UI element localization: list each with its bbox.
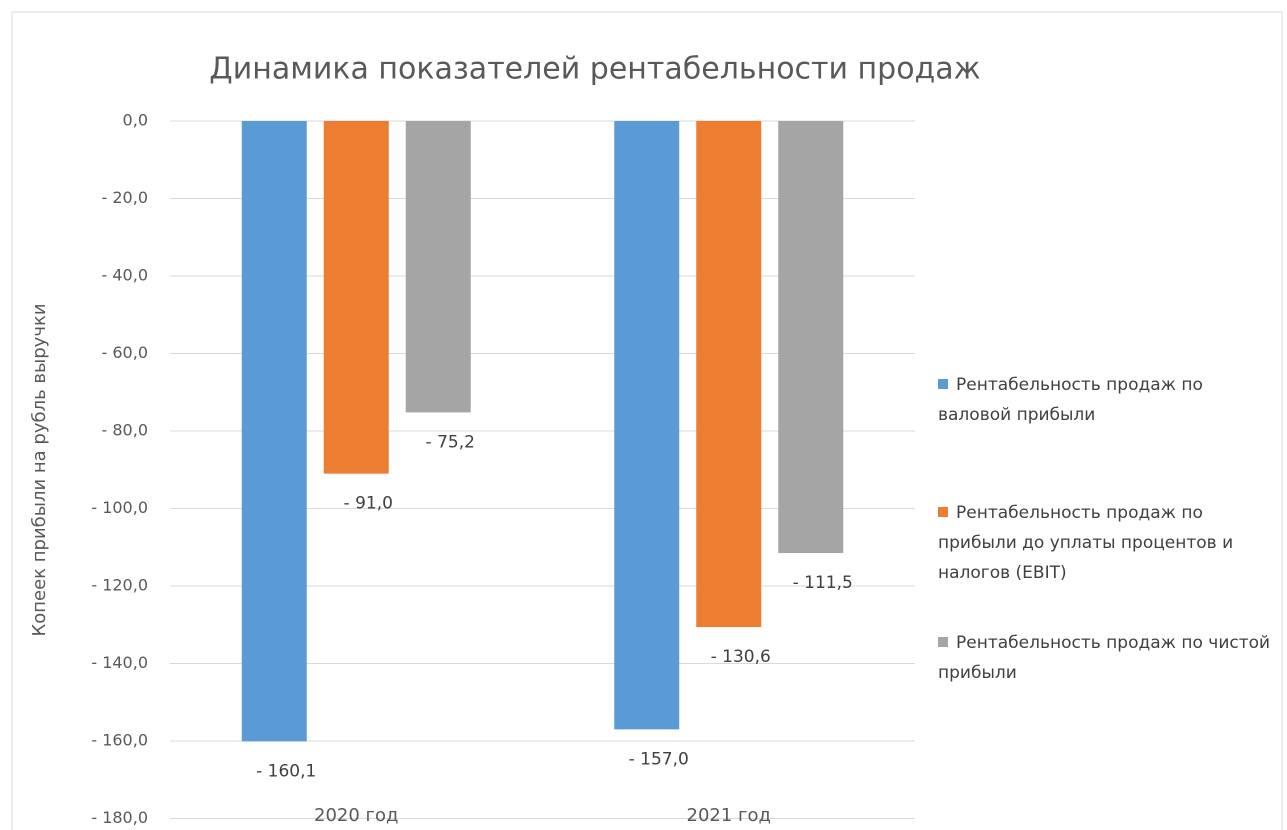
x-tick-label: 2020 год bbox=[314, 805, 398, 826]
chart-frame bbox=[11, 11, 1283, 830]
bar bbox=[405, 121, 471, 413]
data-label: - 91,0 bbox=[344, 494, 393, 514]
bar bbox=[614, 121, 680, 730]
bar bbox=[696, 121, 762, 628]
y-tick-label: - 160,0 bbox=[91, 731, 148, 750]
y-tick-label: - 100,0 bbox=[91, 498, 148, 517]
data-label: - 130,6 bbox=[711, 647, 771, 667]
y-tick-label: - 80,0 bbox=[102, 421, 148, 440]
chart-title: Динамика показателей рентабельности прод… bbox=[209, 52, 980, 87]
data-label: - 75,2 bbox=[426, 432, 475, 452]
y-tick-label: 0,0 bbox=[123, 111, 148, 130]
y-tick-label: - 40,0 bbox=[102, 266, 148, 285]
y-tick-label: - 20,0 bbox=[102, 188, 148, 207]
legend-label: Рентабельность продаж по прибыли до упла… bbox=[938, 503, 1234, 583]
legend-swatch bbox=[938, 379, 948, 389]
bar bbox=[778, 121, 844, 554]
legend-swatch bbox=[938, 637, 948, 647]
legend-entry: Рентабельность продаж по валовой прибыли bbox=[938, 370, 1278, 430]
y-tick-label: - 120,0 bbox=[91, 576, 148, 595]
y-tick-label: - 140,0 bbox=[91, 653, 148, 672]
legend-entry: Рентабельность продаж по прибыли до упла… bbox=[938, 498, 1278, 588]
legend-swatch bbox=[938, 507, 948, 517]
bar bbox=[323, 121, 389, 474]
data-label: - 157,0 bbox=[629, 749, 689, 769]
data-label: - 160,1 bbox=[256, 761, 316, 781]
legend-entry: Рентабельность продаж по чистой прибыли bbox=[938, 628, 1278, 688]
legend-label: Рентабельность продаж по чистой прибыли bbox=[938, 633, 1271, 683]
y-tick-label: - 180,0 bbox=[91, 808, 148, 827]
y-tick-label: - 60,0 bbox=[102, 343, 148, 362]
data-label: - 111,5 bbox=[793, 573, 853, 593]
legend-label: Рентабельность продаж по валовой прибыли bbox=[938, 375, 1203, 425]
x-tick-label: 2021 год bbox=[687, 805, 771, 826]
y-axis-title: Копеек прибыли на рубль выручки bbox=[29, 303, 50, 636]
bar bbox=[241, 121, 307, 742]
